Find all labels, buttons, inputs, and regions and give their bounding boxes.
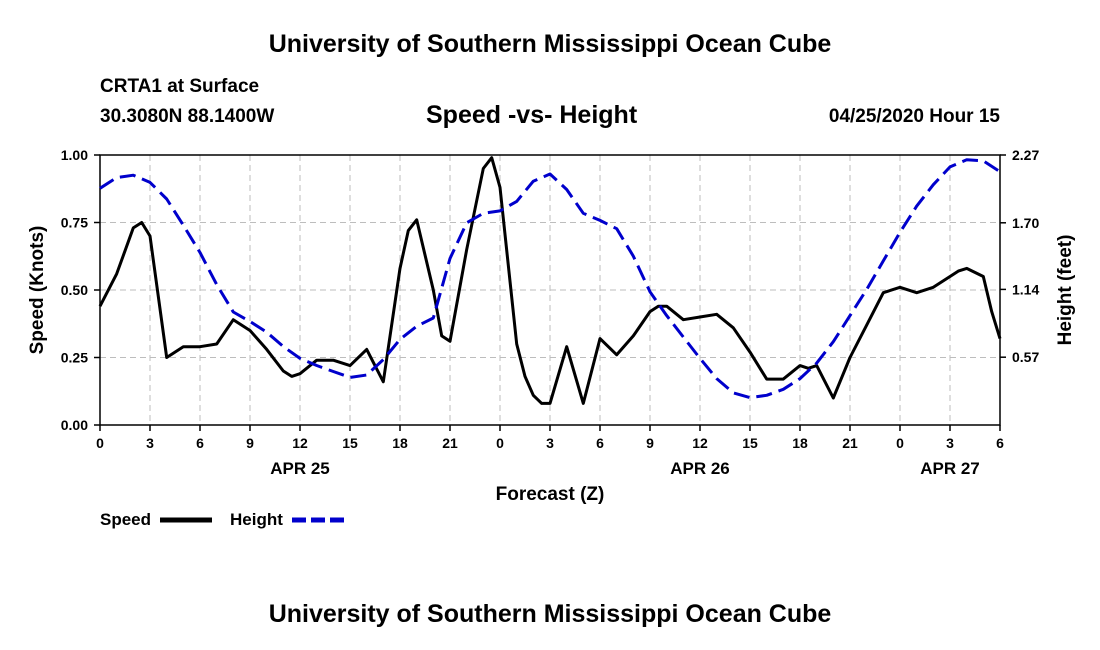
y-right-tick-label: 2.27 bbox=[1012, 147, 1039, 163]
series-line-height bbox=[99, 158, 1001, 400]
x-tick-label: 0 bbox=[496, 435, 504, 451]
x-tick-label: 18 bbox=[392, 435, 408, 451]
x-tick-label: 15 bbox=[342, 435, 358, 451]
x-axis-label: Forecast (Z) bbox=[496, 484, 605, 505]
x-tick-label: 12 bbox=[292, 435, 308, 451]
x-tick-label: 0 bbox=[896, 435, 904, 451]
x-tick-label: 9 bbox=[646, 435, 654, 451]
legend-height-label: Height bbox=[230, 510, 283, 529]
x-tick-label: 12 bbox=[692, 435, 708, 451]
series-line-speed bbox=[98, 156, 1002, 405]
y-left-tick-label: 0.00 bbox=[61, 417, 88, 433]
legend-speed-label: Speed bbox=[100, 510, 151, 529]
grid bbox=[100, 155, 1000, 425]
x-tick-label: 3 bbox=[546, 435, 554, 451]
page-title: University of Southern Mississippi Ocean… bbox=[268, 30, 832, 58]
legend: Speed Height bbox=[100, 510, 344, 529]
footer-title: University of Southern Mississippi Ocean… bbox=[268, 600, 832, 628]
forecast-datetime: 04/25/2020 Hour 15 bbox=[828, 106, 1000, 127]
x-tick-label: 15 bbox=[742, 435, 758, 451]
y-left-tick-label: 1.00 bbox=[61, 147, 88, 163]
chart-title: Speed -vs- Height bbox=[426, 101, 638, 129]
station-coordinates: 30.3080N 88.1400W bbox=[100, 106, 275, 127]
x-tick-label: 0 bbox=[96, 435, 104, 451]
x-tick-label: 6 bbox=[596, 435, 604, 451]
x-date-label: APR 26 bbox=[670, 459, 730, 478]
y-right-tick-label: 1.70 bbox=[1012, 215, 1039, 231]
x-date-label: APR 27 bbox=[920, 459, 980, 478]
y-left-tick-label: 0.75 bbox=[61, 215, 88, 231]
x-tick-label: 6 bbox=[996, 435, 1004, 451]
station-label: CRTA1 at Surface bbox=[100, 76, 260, 97]
x-tick-label: 3 bbox=[946, 435, 954, 451]
y-right-tick-label: 0.57 bbox=[1012, 349, 1039, 365]
y-right-tick-label: 1.14 bbox=[1012, 281, 1039, 297]
x-date-label: APR 25 bbox=[270, 459, 330, 478]
x-tick-label: 9 bbox=[246, 435, 254, 451]
x-tick-label: 6 bbox=[196, 435, 204, 451]
y-left-tick-label: 0.50 bbox=[61, 282, 88, 298]
x-tick-label: 3 bbox=[146, 435, 154, 451]
y-axis-right-label: Height (feet) bbox=[1055, 235, 1076, 346]
series-layer bbox=[98, 156, 1002, 405]
x-tick-label: 21 bbox=[842, 435, 858, 451]
x-tick-label: 21 bbox=[442, 435, 458, 451]
y-left-tick-label: 0.25 bbox=[61, 350, 88, 366]
y-axis-left-label: Speed (Knots) bbox=[27, 226, 48, 355]
x-tick-label: 18 bbox=[792, 435, 808, 451]
axis-ticks: 0 3 6 9 12 15 18 21 0 3 6 9 12 15 18 21 0 3 6 0.00 0.25 0.50 0… bbox=[61, 147, 1040, 478]
